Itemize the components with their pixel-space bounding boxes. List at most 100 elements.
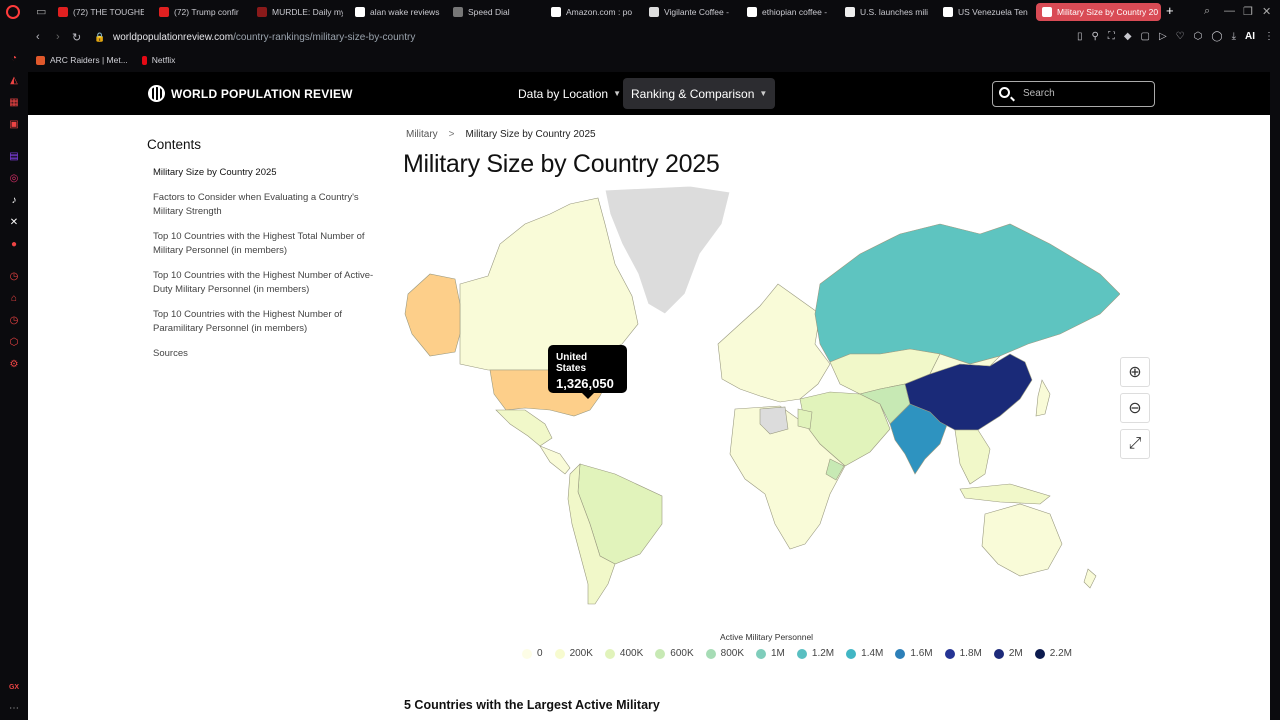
news-icon[interactable]: ▦ <box>9 96 19 108</box>
forward-icon[interactable]: › <box>56 31 60 43</box>
history-icon[interactable]: ◷ <box>9 314 19 326</box>
zoom-out-button[interactable]: ⊖ <box>1120 393 1150 423</box>
country-china[interactable] <box>904 353 1033 431</box>
tab-search-icon[interactable]: ⌕ <box>1204 5 1211 17</box>
country-algeria-libya[interactable] <box>759 406 789 435</box>
tiktok-icon[interactable]: ♪ <box>11 194 17 206</box>
legend-item[interactable]: 200K <box>554 648 593 659</box>
browser-tab[interactable]: ethiopian coffee - <box>747 3 833 21</box>
split-view-icon[interactable]: ▯ <box>1076 31 1083 42</box>
region-southeast-asia[interactable] <box>954 429 991 485</box>
legend-item[interactable]: 1M <box>756 648 785 659</box>
download-icon[interactable]: ⤓ <box>1231 31 1236 42</box>
toc-item[interactable]: Factors to Consider when Evaluating a Co… <box>153 192 359 217</box>
legend-item[interactable]: 1.2M <box>796 648 834 659</box>
region-europe[interactable] <box>717 283 831 403</box>
legend-item[interactable]: 600K <box>655 648 694 659</box>
url-field[interactable]: worldpopulationreview.com/country-rankin… <box>113 32 415 43</box>
legend-item[interactable]: 1.6M <box>895 648 933 659</box>
legend-item[interactable]: 2.2M <box>1034 648 1072 659</box>
new-tab-icon[interactable]: + <box>1166 3 1174 18</box>
aria-ai-icon[interactable]: AI <box>1245 31 1255 42</box>
more-icon[interactable]: ⋯ <box>9 702 19 714</box>
breadcrumb-parent[interactable]: Military <box>406 129 438 140</box>
browser-tab[interactable]: Vigilante Coffee - <box>649 3 735 21</box>
nav-ranking-comparison[interactable]: Ranking & Comparison ▼ <box>623 78 776 109</box>
browser-tab[interactable]: (72) THE TOUGHE <box>58 3 144 21</box>
back-icon[interactable]: ‹ <box>36 31 40 43</box>
country-mongolia[interactable] <box>929 353 1002 375</box>
music-player-icon[interactable]: ● <box>10 238 18 250</box>
workspace-icon[interactable]: ▭ <box>36 6 47 18</box>
instagram-icon[interactable]: ◎ <box>9 172 19 184</box>
search-input[interactable]: Search <box>992 81 1155 107</box>
pinboard-icon[interactable]: ⌂ <box>10 292 18 304</box>
tab-label: (72) Trump confir <box>174 7 239 17</box>
world-map[interactable] <box>400 184 1120 618</box>
country-egypt[interactable] <box>797 408 813 430</box>
toc-item[interactable]: Top 10 Countries with the Highest Total … <box>153 231 365 256</box>
country-russia[interactable] <box>814 223 1120 365</box>
legend-item[interactable]: 400K <box>604 648 643 659</box>
bookmark-arc-raiders[interactable]: ARC Raiders | Met... <box>36 55 128 65</box>
region-indonesia[interactable] <box>959 483 1051 505</box>
reload-icon[interactable]: ↻ <box>72 32 82 44</box>
browser-tab[interactable]: Military Size by Country 20 <box>1036 3 1161 21</box>
country-alaska[interactable] <box>404 273 461 357</box>
zoom-in-button[interactable]: ⊕ <box>1120 357 1150 387</box>
menu-icon[interactable]: ⋮ <box>1264 31 1274 42</box>
site-logo[interactable]: WORLD POPULATION REVIEW <box>148 85 353 102</box>
globe-logo-icon <box>148 85 165 102</box>
country-ethiopia[interactable] <box>825 458 845 481</box>
x-twitter-icon[interactable]: ✕ <box>9 216 19 228</box>
wallet-icon[interactable]: ▢ <box>1140 31 1150 42</box>
maximize-icon[interactable]: ❐ <box>1243 6 1253 18</box>
country-mexico[interactable] <box>495 409 553 447</box>
legend-item[interactable]: 1.4M <box>846 648 883 659</box>
browser-tab[interactable]: US Venezuela Ten <box>943 3 1029 21</box>
profile-icon[interactable]: ◯ <box>1211 31 1223 42</box>
browser-tab[interactable]: Speed Dial <box>453 3 539 21</box>
minimize-icon[interactable]: — <box>1224 5 1235 17</box>
browser-tab[interactable]: MURDLE: Daily my <box>257 3 343 21</box>
mail-icon[interactable]: ▣ <box>9 118 19 130</box>
toc-item[interactable]: Top 10 Countries with the Highest Number… <box>153 309 343 334</box>
region-south-america-west[interactable] <box>567 463 616 605</box>
gx-corner-icon[interactable]: ◭ <box>10 74 18 86</box>
legend-item[interactable]: 0 <box>522 648 543 659</box>
toc-item[interactable]: Sources <box>153 348 188 359</box>
snapshot-icon[interactable]: ⛶ <box>1107 31 1115 42</box>
toc-item[interactable]: Military Size by Country 2025 <box>153 167 277 178</box>
pin-icon[interactable]: ⚲ <box>1091 31 1099 42</box>
country-greenland[interactable] <box>604 185 731 315</box>
opera-logo-icon[interactable] <box>6 5 20 19</box>
browser-tab[interactable]: (72) Trump confir <box>159 3 245 21</box>
fullscreen-button[interactable]: ⤢ <box>1120 429 1150 459</box>
legend-item[interactable]: 2M <box>993 648 1023 659</box>
settings-icon[interactable]: ⚙ <box>9 358 19 370</box>
player-sidebar-icon[interactable]: ◷ <box>9 270 19 282</box>
gx-control-icon[interactable]: GX <box>8 683 20 691</box>
close-window-icon[interactable]: ✕ <box>1262 6 1272 18</box>
browser-tab[interactable]: Amazon.com : po <box>551 3 637 21</box>
toc-item[interactable]: Top 10 Countries with the Highest Number… <box>153 270 374 295</box>
extensions-icon[interactable]: ⬡ <box>1193 31 1203 42</box>
country-japan[interactable] <box>1035 379 1051 417</box>
search-placeholder: Search <box>1023 88 1055 99</box>
browser-tab[interactable]: alan wake reviews <box>355 3 441 21</box>
bookmark-netflix[interactable]: Netflix <box>141 55 175 65</box>
extensions-sidebar-icon[interactable]: ⬡ <box>9 336 19 348</box>
browser-tab[interactable]: U.S. launches mili <box>845 3 931 21</box>
player-icon[interactable]: ▷ <box>1158 31 1167 42</box>
nav-data-by-location[interactable]: Data by Location ▼ <box>510 78 629 109</box>
table-of-contents: Contents Military Size by Country 2025 F… <box>147 137 387 372</box>
speed-dial-icon[interactable]: ◔ <box>10 52 18 64</box>
legend-item[interactable]: 800K <box>705 648 744 659</box>
heart-icon[interactable]: ♡ <box>1175 31 1185 42</box>
shield-icon[interactable]: ◆ <box>1123 31 1132 42</box>
country-australia[interactable] <box>981 503 1063 577</box>
legend-item[interactable]: 1.8M <box>944 648 982 659</box>
twitch-icon[interactable]: ▤ <box>9 150 19 162</box>
region-central-america[interactable] <box>539 445 571 475</box>
country-new-zealand[interactable] <box>1083 568 1097 589</box>
